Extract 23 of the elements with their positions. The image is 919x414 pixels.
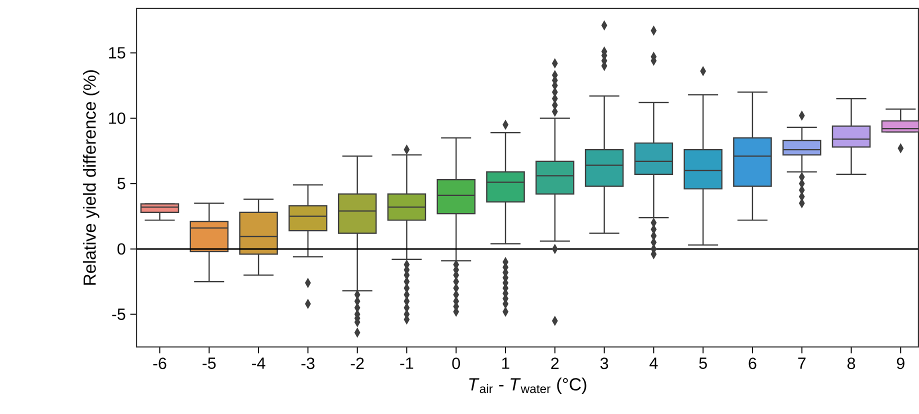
x-tick-label: 2 — [551, 357, 559, 369]
y-tick-label: -5 — [112, 308, 126, 320]
x-tick-label: 0 — [452, 357, 460, 369]
x-tick-label: -5 — [202, 357, 216, 369]
x-tick-label: 7 — [798, 357, 806, 369]
x-tick-label: -3 — [301, 357, 314, 369]
y-tick-label: 5 — [118, 178, 126, 190]
x-axis-title: T$_{air}$ - T$_{water}$ (°C) — [469, 378, 586, 394]
x-tick-label: 4 — [650, 357, 658, 369]
x-tick-label: 8 — [847, 357, 856, 369]
y-tick-label: 0 — [118, 243, 126, 255]
x-tick-label: -1 — [400, 357, 414, 369]
x-tick-label: -2 — [350, 357, 364, 369]
x-tick-label: 1 — [502, 357, 510, 369]
x-tick-label: 6 — [748, 357, 756, 369]
y-tick-label: 10 — [109, 112, 126, 124]
x-tick-label: -6 — [153, 357, 166, 369]
x-tick-label: 3 — [600, 357, 608, 369]
y-tick-label: 15 — [109, 47, 126, 58]
x-tick-label: 9 — [896, 357, 904, 369]
x-tick-label: 5 — [699, 357, 707, 369]
y-axis-title: Relative yield difference (%) — [83, 70, 100, 285]
x-tick-label: -4 — [252, 357, 266, 369]
